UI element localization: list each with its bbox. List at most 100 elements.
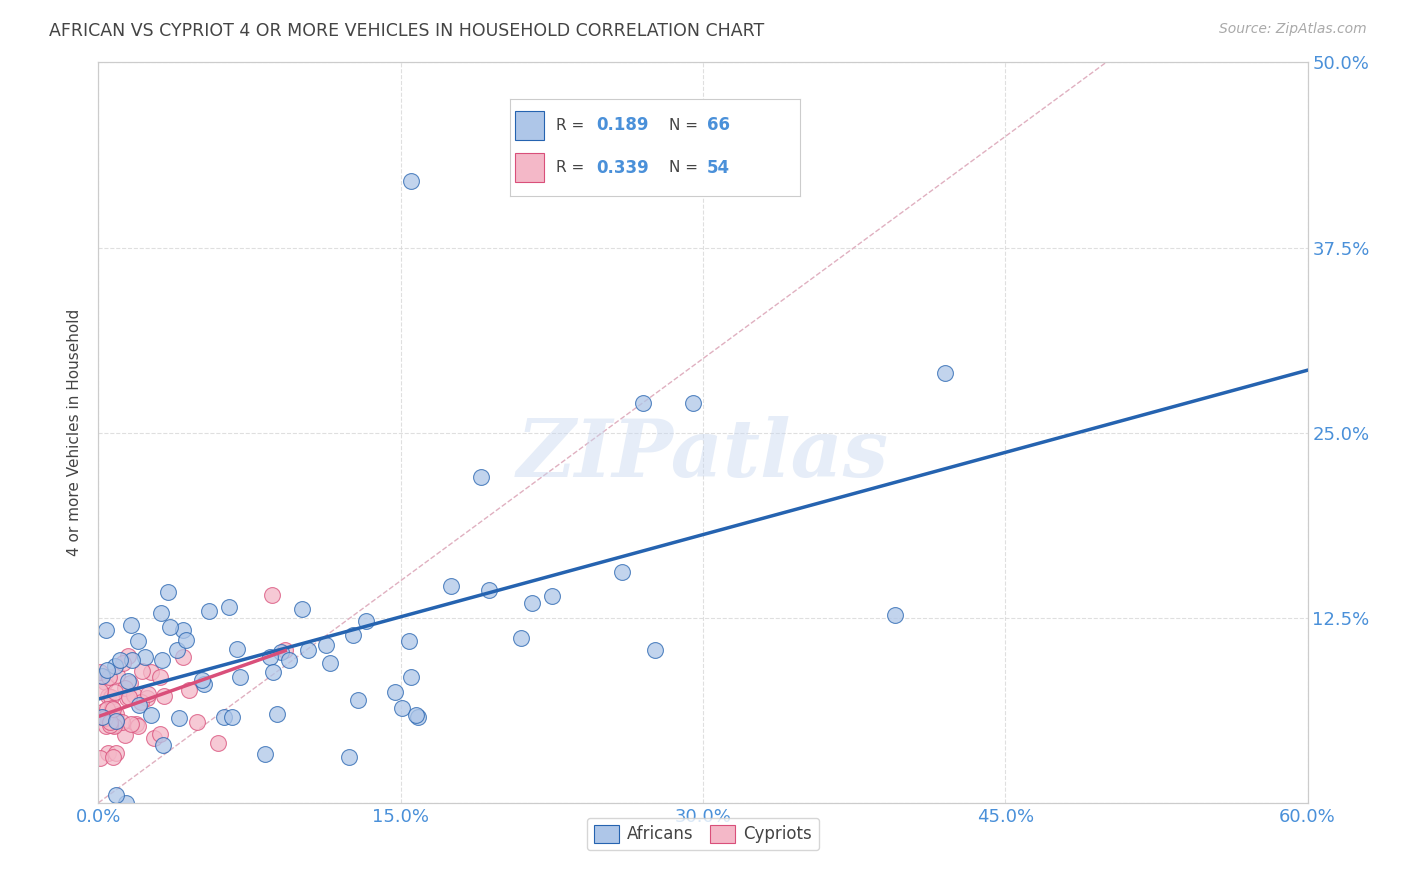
Point xyxy=(176,633,198,648)
Point xyxy=(470,470,492,484)
Point xyxy=(157,585,180,599)
Point xyxy=(398,633,420,648)
Point xyxy=(97,689,120,703)
Point xyxy=(118,690,141,705)
Point xyxy=(152,738,174,752)
Point xyxy=(172,623,194,637)
Point xyxy=(262,665,284,679)
Point xyxy=(884,608,907,623)
Point xyxy=(270,645,292,659)
Point xyxy=(129,695,152,709)
Point xyxy=(98,718,121,732)
Point xyxy=(115,691,138,706)
Point xyxy=(141,665,163,679)
Point xyxy=(337,750,360,764)
Point xyxy=(103,718,125,732)
Point xyxy=(399,174,422,188)
Point xyxy=(105,788,128,802)
Point xyxy=(540,590,562,604)
Point xyxy=(177,683,200,698)
Point xyxy=(319,657,342,671)
Point xyxy=(149,670,172,684)
Point xyxy=(115,796,138,810)
Point xyxy=(120,716,142,731)
Point xyxy=(97,711,120,725)
Point xyxy=(354,615,377,629)
Point xyxy=(478,582,501,597)
Point xyxy=(112,656,135,670)
Point xyxy=(105,667,128,681)
Point xyxy=(104,714,127,729)
Point xyxy=(229,670,252,684)
Point xyxy=(259,650,281,665)
Point xyxy=(148,727,170,741)
Point xyxy=(97,670,120,684)
Point xyxy=(110,715,132,730)
Point xyxy=(193,677,215,691)
Point xyxy=(408,710,430,724)
Point xyxy=(117,648,139,663)
Point xyxy=(172,650,194,665)
Point xyxy=(103,719,125,733)
Point xyxy=(644,643,666,657)
Point xyxy=(127,634,149,648)
Point xyxy=(631,396,654,410)
Point xyxy=(190,673,212,687)
Point xyxy=(117,674,139,689)
Point xyxy=(96,663,118,677)
Point xyxy=(405,707,427,722)
Point xyxy=(97,746,120,760)
Point xyxy=(278,653,301,667)
Point xyxy=(96,702,118,716)
Point xyxy=(134,649,156,664)
Point xyxy=(297,643,319,657)
Point xyxy=(91,710,114,724)
Point xyxy=(139,707,162,722)
Point xyxy=(101,701,124,715)
Point xyxy=(104,713,127,727)
Text: Source: ZipAtlas.com: Source: ZipAtlas.com xyxy=(1219,22,1367,37)
Point xyxy=(510,631,533,645)
Point xyxy=(100,690,122,705)
Point xyxy=(150,653,173,667)
Point xyxy=(610,565,633,579)
Point xyxy=(114,681,136,695)
Point xyxy=(522,596,544,610)
Point xyxy=(682,396,704,410)
Point xyxy=(93,704,115,718)
Point xyxy=(143,731,166,746)
Point xyxy=(135,691,157,706)
Point xyxy=(136,688,159,702)
Text: ZIPatlas: ZIPatlas xyxy=(517,416,889,493)
Point xyxy=(103,749,125,764)
Point xyxy=(128,698,150,713)
Point xyxy=(198,604,221,618)
Point xyxy=(391,700,413,714)
Point xyxy=(125,717,148,731)
Point xyxy=(384,685,406,699)
Point xyxy=(91,669,114,683)
Point xyxy=(98,714,121,729)
Point xyxy=(96,719,118,733)
Point xyxy=(120,618,142,632)
Point xyxy=(218,600,240,615)
Point xyxy=(440,579,463,593)
Y-axis label: 4 or more Vehicles in Household: 4 or more Vehicles in Household xyxy=(67,309,83,557)
Point xyxy=(167,711,190,725)
Point xyxy=(104,658,127,673)
Point xyxy=(104,713,127,727)
Point xyxy=(159,620,181,634)
Point xyxy=(152,690,174,704)
Text: AFRICAN VS CYPRIOT 4 OR MORE VEHICLES IN HOUSEHOLD CORRELATION CHART: AFRICAN VS CYPRIOT 4 OR MORE VEHICLES IN… xyxy=(49,22,765,40)
Point xyxy=(94,711,117,725)
Point xyxy=(90,710,112,724)
Point xyxy=(89,751,111,765)
Point xyxy=(186,714,208,729)
Point xyxy=(94,675,117,690)
Point xyxy=(342,628,364,642)
Point xyxy=(89,683,111,698)
Point xyxy=(166,642,188,657)
Point xyxy=(127,719,149,733)
Point xyxy=(89,665,111,679)
Point xyxy=(226,641,249,656)
